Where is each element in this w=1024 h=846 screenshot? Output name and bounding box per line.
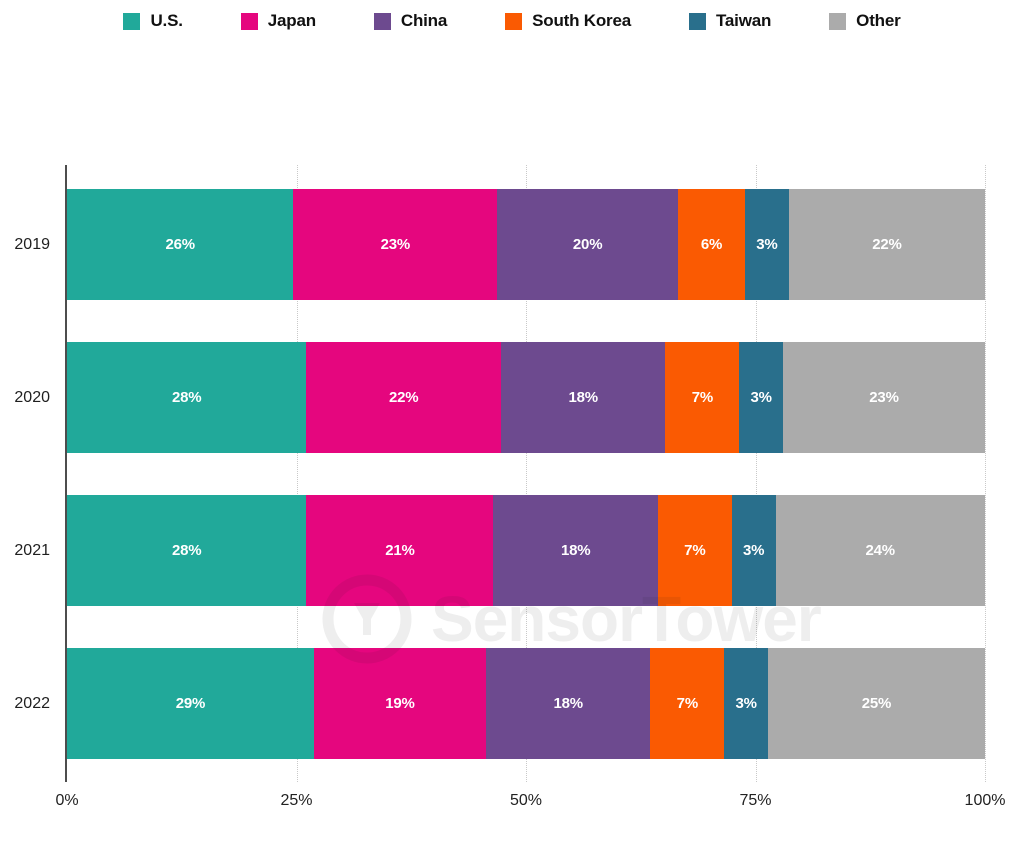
legend-item-other: Other <box>829 11 901 31</box>
bar-segment-2021-china: 18% <box>493 495 658 606</box>
gridline-50 <box>526 165 527 782</box>
bar-value-label: 28% <box>172 542 202 559</box>
bar-segment-2020-u-s: 28% <box>67 342 307 453</box>
bar-row-2020: 28% 22% 18% 7% 3% 23% <box>67 342 985 453</box>
bar-segment-2021-south-korea: 7% <box>657 495 732 606</box>
x-tick-label-0: 0% <box>55 792 79 809</box>
bar-segment-2022-u-s: 29% <box>67 648 314 759</box>
bar-segment-2022-taiwan: 3% <box>724 648 768 759</box>
x-tick-label-100: 100% <box>964 792 1006 809</box>
bar-segment-2022-china: 18% <box>485 648 651 759</box>
legend-swatch-taiwan <box>689 12 706 30</box>
bar-value-label: 3% <box>735 695 757 712</box>
x-tick-label-25: 25% <box>280 792 313 809</box>
bar-value-label: 18% <box>553 695 583 712</box>
gridline-100 <box>985 165 986 782</box>
bar-value-label: 18% <box>560 542 591 559</box>
x-tick-label-50: 50% <box>509 792 543 809</box>
legend-label: Japan <box>267 11 316 30</box>
legend-swatch-u-s <box>123 12 141 30</box>
bar-segment-2022-japan: 19% <box>313 648 486 759</box>
legend-item-taiwan: Taiwan <box>689 11 771 31</box>
bar-segment-2021-u-s: 28% <box>67 495 307 606</box>
bar-row-2022: 29% 19% 18% 7% 3% 25% <box>67 648 985 759</box>
bar-segment-2022-other: 25% <box>768 648 985 759</box>
bar-value-label: 20% <box>572 236 603 253</box>
legend-swatch-china <box>373 12 391 30</box>
bar-value-label: 29% <box>175 695 206 712</box>
bar-value-label: 26% <box>165 236 196 253</box>
legend-item-u-s: U.S. <box>123 11 183 31</box>
bar-segment-2020-japan: 22% <box>306 342 501 453</box>
bar-segment-2020-other: 23% <box>783 342 985 453</box>
plot-area: 2019 26% 23% 20% 6% 3% 22% 2020 28% 22% 18% 7% 3% 23%… <box>14 165 1005 809</box>
bar-segment-2019-taiwan: 3% <box>744 189 789 300</box>
year-label-2019: 2019 <box>14 235 50 253</box>
bar-value-label: 19% <box>385 695 415 712</box>
bar-value-label: 18% <box>568 389 598 406</box>
bar-value-label: 3% <box>742 542 765 559</box>
x-tick-label-75: 75% <box>739 792 772 809</box>
bar-segment-2019-china: 20% <box>497 189 679 300</box>
legend-item-japan: Japan <box>240 11 316 31</box>
bar-segment-2022-south-korea: 7% <box>650 648 725 759</box>
bar-value-label: 3% <box>756 236 778 253</box>
bar-segment-2020-south-korea: 7% <box>665 342 740 453</box>
year-label-2021: 2021 <box>14 541 50 559</box>
bar-segment-2019-japan: 23% <box>293 189 498 300</box>
gridline-25 <box>296 165 298 782</box>
bar-value-label: 7% <box>676 695 698 712</box>
legend-swatch-south-korea <box>505 12 523 30</box>
legend-swatch-japan <box>240 12 258 30</box>
bar-segment-2019-u-s: 26% <box>67 189 294 300</box>
legend-label: Taiwan <box>716 11 772 30</box>
legend-item-china: China <box>373 11 448 31</box>
bar-segment-2019-south-korea: 6% <box>678 189 745 300</box>
gridline-75 <box>755 165 757 782</box>
legend-label: Other <box>856 11 901 30</box>
bar-value-label: 24% <box>865 542 896 559</box>
bar-value-label: 23% <box>869 389 899 406</box>
bar-row-2019: 26% 23% 20% 6% 3% 22% <box>67 189 985 300</box>
bar-segment-2020-china: 18% <box>500 342 666 453</box>
bar-segment-2020-taiwan: 3% <box>739 342 784 453</box>
bar-value-label: 28% <box>172 389 202 406</box>
bar-segment-2021-japan: 21% <box>306 495 494 606</box>
bar-value-label: 6% <box>700 236 723 253</box>
year-label-2022: 2022 <box>14 694 50 712</box>
bar-value-label: 3% <box>750 389 772 406</box>
legend-label: China <box>400 11 448 30</box>
legend: U.S. Japan China South Korea Taiwan Other <box>0 11 1024 31</box>
bar-value-label: 25% <box>861 695 892 712</box>
bar-segment-2019-other: 22% <box>788 189 985 300</box>
bar-segment-2021-taiwan: 3% <box>731 495 776 606</box>
bar-value-label: 23% <box>380 236 411 253</box>
bar-value-label: 7% <box>684 542 706 559</box>
bar-value-label: 22% <box>872 236 902 253</box>
year-label-2020: 2020 <box>14 388 50 406</box>
legend-item-south-korea: South Korea <box>505 11 631 31</box>
bar-value-label: 21% <box>385 542 415 559</box>
legend-swatch-other <box>829 12 847 30</box>
legend-label: U.S. <box>150 11 183 30</box>
bar-row-2021: 28% 21% 18% 7% 3% 24% <box>67 495 985 606</box>
legend-label: South Korea <box>532 11 631 30</box>
bar-value-label: 7% <box>691 389 713 406</box>
bar-segment-2021-other: 24% <box>775 495 985 606</box>
y-axis-line <box>65 165 67 782</box>
bar-value-label: 22% <box>389 389 419 406</box>
